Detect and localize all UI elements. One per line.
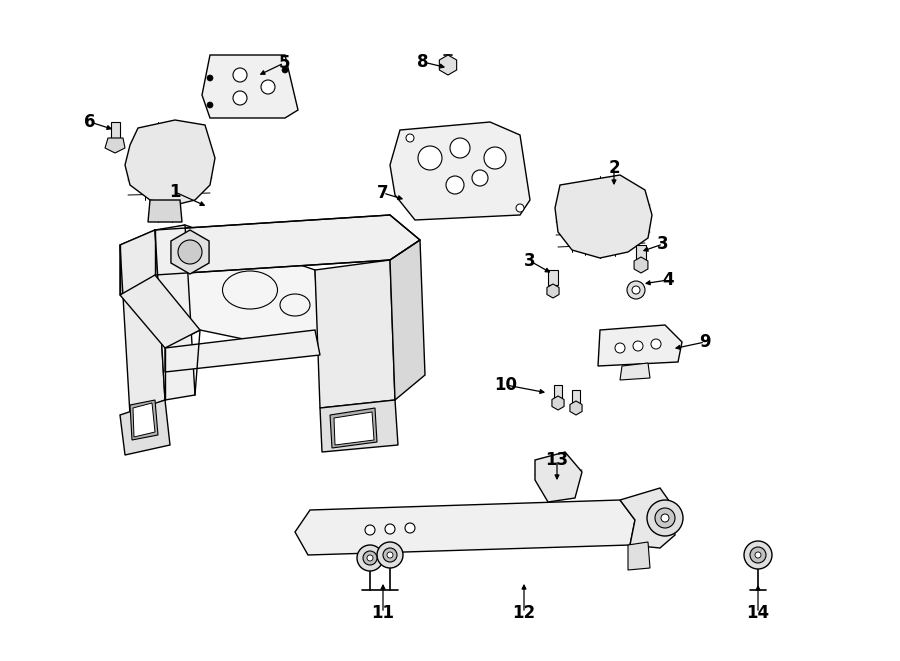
Circle shape [365, 525, 375, 535]
Circle shape [651, 339, 661, 349]
Text: 13: 13 [545, 451, 569, 469]
Text: 3: 3 [657, 235, 669, 253]
Circle shape [516, 204, 524, 212]
Polygon shape [330, 408, 377, 448]
Polygon shape [165, 330, 320, 372]
Circle shape [405, 523, 415, 533]
Circle shape [261, 80, 275, 94]
Text: 3: 3 [524, 252, 536, 270]
Circle shape [615, 343, 625, 353]
Polygon shape [120, 400, 170, 455]
Text: 14: 14 [746, 604, 769, 622]
Polygon shape [120, 230, 165, 415]
Polygon shape [439, 55, 456, 75]
Circle shape [207, 102, 213, 108]
Polygon shape [570, 401, 582, 415]
Circle shape [233, 91, 247, 105]
Text: 1: 1 [169, 183, 181, 201]
Text: 9: 9 [699, 333, 711, 351]
Circle shape [363, 551, 377, 565]
Polygon shape [155, 215, 420, 275]
Circle shape [367, 555, 373, 561]
Polygon shape [555, 175, 652, 258]
Text: 10: 10 [494, 376, 518, 394]
Text: 5: 5 [278, 54, 290, 72]
Circle shape [178, 240, 202, 264]
Polygon shape [535, 452, 582, 502]
Polygon shape [120, 230, 155, 295]
Polygon shape [133, 403, 155, 437]
Text: 4: 4 [662, 271, 674, 289]
Circle shape [233, 68, 247, 82]
Circle shape [357, 545, 383, 571]
Polygon shape [634, 257, 648, 273]
Circle shape [744, 541, 772, 569]
Polygon shape [620, 363, 650, 380]
Polygon shape [111, 122, 120, 138]
Circle shape [750, 547, 766, 563]
Circle shape [383, 548, 397, 562]
Polygon shape [120, 275, 200, 348]
Polygon shape [315, 260, 395, 408]
Text: 6: 6 [85, 113, 95, 131]
Circle shape [484, 147, 506, 169]
Polygon shape [320, 400, 398, 452]
Text: 7: 7 [377, 184, 389, 202]
Circle shape [406, 134, 414, 142]
Polygon shape [105, 138, 125, 153]
Polygon shape [554, 385, 562, 398]
Circle shape [647, 500, 683, 536]
Text: 12: 12 [512, 604, 535, 622]
Polygon shape [334, 412, 374, 445]
Circle shape [472, 170, 488, 186]
Polygon shape [125, 120, 215, 205]
Circle shape [387, 552, 393, 558]
Polygon shape [620, 488, 675, 548]
Text: 8: 8 [418, 53, 428, 71]
Circle shape [632, 286, 640, 294]
Text: 11: 11 [372, 604, 394, 622]
Circle shape [207, 75, 213, 81]
Circle shape [755, 552, 761, 558]
Circle shape [450, 138, 470, 158]
Circle shape [282, 67, 288, 73]
Polygon shape [547, 284, 559, 298]
Circle shape [446, 176, 464, 194]
Circle shape [655, 508, 675, 528]
Polygon shape [628, 542, 650, 570]
Circle shape [418, 146, 442, 170]
Text: 2: 2 [608, 159, 620, 177]
Polygon shape [572, 390, 580, 403]
Polygon shape [636, 245, 646, 260]
Polygon shape [548, 270, 558, 285]
Polygon shape [390, 240, 425, 400]
Polygon shape [390, 122, 530, 220]
Circle shape [385, 524, 395, 534]
Polygon shape [598, 325, 682, 366]
Circle shape [377, 542, 403, 568]
Polygon shape [202, 55, 298, 118]
Polygon shape [148, 200, 182, 222]
Polygon shape [295, 500, 635, 555]
Polygon shape [552, 396, 564, 410]
Circle shape [633, 341, 643, 351]
Polygon shape [165, 225, 320, 355]
Polygon shape [155, 225, 195, 400]
Circle shape [661, 514, 669, 522]
Polygon shape [130, 400, 158, 440]
Polygon shape [171, 230, 209, 274]
Circle shape [627, 281, 645, 299]
